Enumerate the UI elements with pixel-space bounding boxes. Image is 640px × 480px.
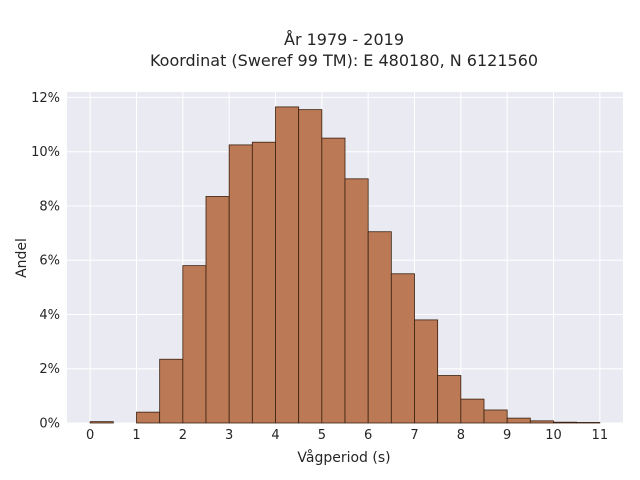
x-tick-label: 8 [457, 428, 465, 443]
x-axis-label: Vågperiod (s) [297, 449, 390, 466]
histogram-bar [553, 421, 578, 424]
y-tick-label: 10% [31, 145, 60, 160]
histogram-bar [576, 422, 601, 424]
x-tick-labels: 0 1 2 3 4 5 6 7 8 9 10 11 [86, 428, 608, 443]
y-tick-labels: 0% 2% 4% 6% 8% 10% 12% [31, 91, 60, 432]
histogram-bar [414, 319, 439, 424]
y-tick-label: 2% [39, 362, 60, 377]
x-tick-label: 9 [503, 428, 511, 443]
x-tick-label: 10 [545, 428, 562, 443]
x-tick-label: 4 [271, 428, 279, 443]
x-tick-label: 0 [86, 428, 94, 443]
chart-subtitle: Koordinat (Sweref 99 TM): E 480180, N 61… [150, 51, 538, 70]
histogram-bar [460, 398, 485, 424]
histogram-bar [529, 420, 554, 424]
y-tick-label: 12% [31, 91, 60, 106]
y-tick-label: 6% [39, 254, 60, 269]
histogram-bar [159, 358, 184, 424]
histogram-bar [344, 178, 369, 424]
x-tick-label: 3 [225, 428, 233, 443]
y-tick-label: 0% [39, 417, 60, 432]
histogram-bar [483, 409, 508, 424]
histogram-bars [89, 106, 601, 424]
x-tick-label: 2 [179, 428, 187, 443]
histogram-bar [437, 375, 462, 424]
histogram-bar [506, 417, 531, 424]
y-tick-label: 8% [39, 199, 60, 214]
x-tick-label: 7 [410, 428, 418, 443]
x-tick-label: 11 [592, 428, 609, 443]
histogram-bar [89, 421, 114, 424]
histogram-bar [275, 106, 300, 424]
x-tick-label: 1 [132, 428, 140, 443]
y-axis-label: Andel [14, 238, 30, 278]
x-tick-label: 5 [318, 428, 326, 443]
histogram-bar [228, 144, 253, 424]
histogram-bar [367, 231, 392, 424]
x-tick-label: 6 [364, 428, 372, 443]
histogram-bar [205, 196, 230, 424]
chart-title: År 1979 - 2019 [284, 30, 404, 49]
histogram-bar [390, 273, 415, 424]
histogram-bar [298, 109, 323, 424]
histogram-bar [136, 411, 161, 424]
histogram-bar [251, 141, 276, 424]
histogram-bar [321, 137, 346, 424]
histogram-bar [182, 265, 207, 424]
y-tick-label: 4% [39, 308, 60, 323]
